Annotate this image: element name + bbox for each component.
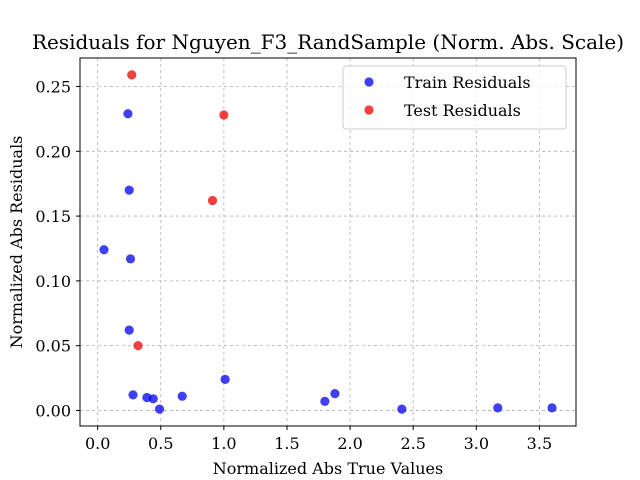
y-axis-label: Normalized Abs Residuals — [7, 136, 26, 349]
y-tick-label: 0.15 — [35, 207, 71, 226]
train-residual-point — [124, 185, 134, 195]
train-residual-point — [123, 109, 133, 119]
test-residual-point — [207, 195, 218, 206]
y-tick-label: 0.25 — [35, 78, 71, 97]
train-residual-point — [177, 391, 187, 401]
legend-marker — [364, 105, 374, 115]
x-tick-label: 2.0 — [337, 434, 362, 453]
legend-label: Train Residuals — [404, 73, 531, 92]
legend-label: Test Residuals — [404, 101, 521, 120]
legend: Train Residuals Test Residuals — [342, 65, 567, 130]
legend-items: Train Residuals Test Residuals — [364, 73, 531, 120]
x-tick-label: 1.0 — [211, 434, 236, 453]
legend-box — [342, 65, 567, 130]
legend-marker — [364, 77, 374, 87]
x-tick-label: 3.0 — [464, 434, 489, 453]
plot-frame — [79, 57, 577, 427]
x-tick-label: 0.0 — [85, 434, 110, 453]
train-residual-point — [124, 325, 134, 335]
train-residual-point — [148, 394, 158, 404]
y-tick-label: 0.10 — [35, 272, 71, 291]
train-residual-point — [125, 254, 136, 264]
test-residual-point — [133, 341, 143, 351]
x-tick-label: 0.5 — [148, 434, 173, 453]
y-tick-label: 0.05 — [35, 337, 71, 356]
x-tick-label: 1.5 — [274, 434, 299, 453]
train-residual-point — [547, 403, 557, 413]
data-points — [99, 70, 557, 414]
train-residual-point — [320, 396, 330, 406]
x-axis-label: Normalized Abs True Values — [213, 459, 443, 478]
test-residual-point — [127, 70, 137, 80]
x-tick-label: 3.5 — [527, 434, 552, 453]
train-residual-point — [397, 404, 407, 414]
train-residual-point — [220, 374, 230, 384]
x-tick-label: 2.5 — [400, 434, 425, 453]
train-residual-point — [99, 245, 109, 255]
train-residual-point — [154, 404, 165, 414]
chart-title: Residuals for Nguyen_F3_RandSample (Norm… — [32, 30, 624, 54]
y-tick-label: 0.20 — [35, 142, 71, 161]
y-axis-ticks: 0.00 0.05 0.10 0.15 0.20 0.25 — [35, 78, 80, 420]
x-axis-ticks: 0.0 0.5 1.0 1.5 2.0 2.5 3.0 3.5 — [85, 426, 552, 453]
grid-lines — [80, 58, 576, 426]
train-residual-point — [128, 390, 138, 400]
train-residual-point — [493, 403, 503, 413]
train-residual-point — [330, 389, 340, 399]
test-residual-point — [219, 110, 229, 120]
y-tick-label: 0.00 — [35, 401, 71, 420]
